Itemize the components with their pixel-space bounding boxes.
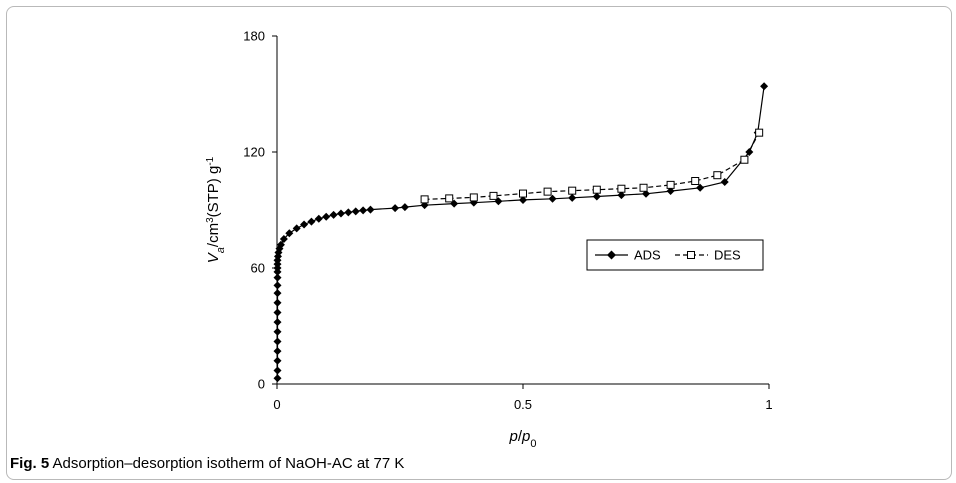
data-point-ads: [666, 187, 675, 196]
data-point-ads: [568, 193, 577, 202]
data-point-des: [639, 183, 648, 192]
data-point-ads: [273, 318, 282, 327]
series-line-des: [424, 132, 760, 200]
data-point-ads: [366, 205, 375, 214]
legend: ADS DES: [586, 239, 764, 271]
figure-frame: [6, 6, 952, 480]
data-point-ads: [273, 281, 282, 290]
tick-group: 0 60 120 180 0 0.5 1: [243, 29, 772, 413]
data-point-ads: [273, 273, 282, 282]
data-point-ads: [329, 210, 338, 219]
data-point-des: [445, 194, 454, 203]
data-point-ads: [391, 204, 400, 213]
x-tick-label: 0.5: [514, 397, 532, 412]
data-point-des: [568, 186, 577, 195]
legend-des-marker: [687, 251, 695, 259]
data-point-ads: [400, 203, 409, 212]
legend-des-label: DES: [714, 248, 741, 263]
data-point-ads: [273, 337, 282, 346]
x-tick-label: 1: [765, 397, 772, 412]
x-tick-label: 0: [273, 397, 280, 412]
data-point-ads: [760, 82, 769, 91]
data-point-des: [489, 191, 498, 200]
data-point-ads: [273, 374, 282, 383]
data-point-des: [713, 171, 722, 180]
data-point-ads: [285, 229, 294, 238]
data-point-des: [420, 195, 429, 204]
data-point-ads: [273, 298, 282, 307]
data-point-des: [666, 180, 675, 189]
data-point-ads: [292, 224, 301, 233]
data-point-ads: [359, 206, 368, 215]
y-tick-label: 120: [243, 145, 265, 160]
isotherm-chart: 0 60 120 180 0 0.5 1 Va/cm3(STP) g-1 p/p0 ADS …: [205, 29, 773, 451]
data-point-des: [543, 187, 552, 196]
y-tick-label: 60: [251, 261, 265, 276]
figure-caption: Fig. 5 Adsorption–desorption isotherm of…: [10, 455, 404, 472]
series-line-ads: [276, 86, 765, 379]
data-point-ads: [548, 194, 557, 203]
data-point-des: [592, 185, 601, 194]
data-point-des: [469, 193, 478, 202]
data-point-ads: [617, 191, 626, 200]
data-point-ads: [720, 177, 729, 186]
data-point-ads: [273, 308, 282, 317]
data-point-ads: [273, 366, 282, 375]
legend-ads-marker: [607, 250, 616, 260]
series-layer: [273, 82, 769, 383]
data-point-ads: [276, 240, 285, 249]
data-point-ads: [279, 235, 288, 243]
data-point-ads: [307, 217, 316, 226]
axes: [276, 36, 769, 385]
data-point-ads: [344, 208, 353, 217]
y-axis-label: Va/cm3(STP) g-1: [205, 156, 228, 263]
figure-number: Fig. 5: [10, 455, 50, 472]
data-point-ads: [351, 207, 360, 216]
data-point-ads: [273, 327, 282, 336]
data-point-ads: [592, 192, 601, 201]
data-point-des: [755, 128, 764, 137]
data-point-des: [691, 177, 700, 185]
data-point-ads: [314, 214, 323, 223]
caption-text: Adsorption–desorption isotherm of NaOH-A…: [52, 455, 405, 472]
data-point-ads: [696, 183, 705, 192]
data-point-des: [740, 155, 749, 164]
data-point-ads: [273, 289, 282, 298]
data-point-des: [519, 189, 527, 198]
legend-ads-label: ADS: [634, 248, 661, 263]
data-point-des: [617, 184, 626, 193]
data-point-ads: [273, 356, 282, 365]
x-axis-label: p/p0: [509, 428, 537, 450]
data-point-ads: [519, 195, 527, 204]
data-point-ads: [273, 347, 282, 356]
y-tick-label: 0: [258, 377, 265, 392]
data-point-ads: [300, 220, 309, 229]
data-point-ads: [336, 209, 345, 218]
y-tick-label: 180: [243, 29, 265, 44]
data-point-ads: [322, 212, 331, 221]
